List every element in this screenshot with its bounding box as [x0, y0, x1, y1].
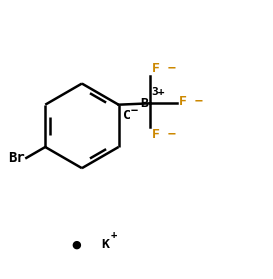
Text: C: C — [123, 109, 132, 122]
Text: K: K — [101, 238, 109, 251]
Text: F −: F − — [152, 128, 176, 141]
Text: −: − — [131, 104, 138, 117]
Text: F −: F − — [152, 62, 176, 75]
Text: 3+: 3+ — [151, 87, 165, 97]
Text: Br: Br — [8, 151, 25, 165]
Text: ●: ● — [72, 240, 81, 250]
Text: B: B — [141, 97, 149, 110]
Text: F −: F − — [179, 95, 203, 109]
Text: +: + — [111, 230, 117, 240]
